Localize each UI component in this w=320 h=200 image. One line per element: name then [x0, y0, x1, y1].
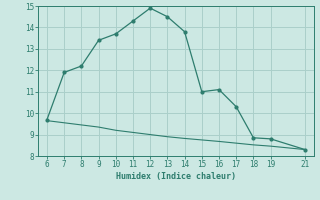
X-axis label: Humidex (Indice chaleur): Humidex (Indice chaleur) — [116, 172, 236, 181]
